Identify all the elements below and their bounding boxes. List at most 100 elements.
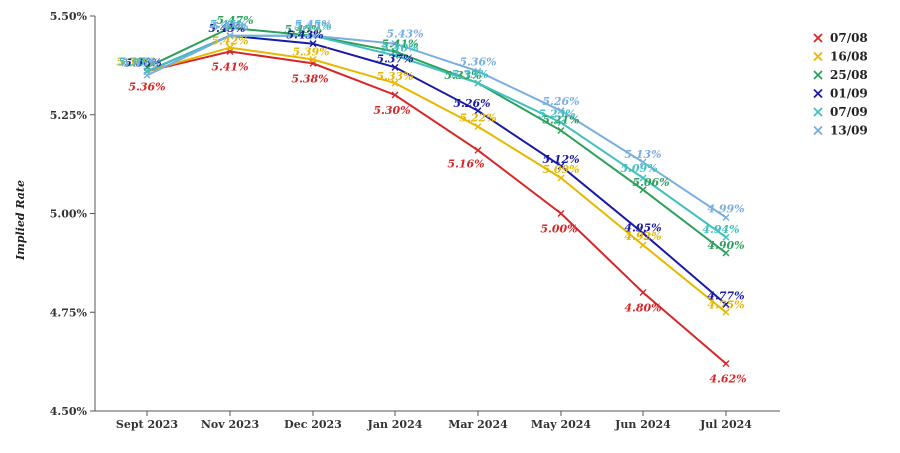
data-label: 5.12% [542,153,579,166]
series-lines [143,24,730,368]
data-point [474,107,482,115]
data-point [722,360,730,368]
legend-entry: 25/08 [813,68,868,82]
series-line-16-08 [146,46,727,314]
legend-entry: 07/09 [813,105,868,119]
point-marker [722,300,730,308]
data-point [226,32,234,40]
legend-marker [813,125,823,136]
data-label: 5.22% [459,112,496,125]
data-labels: 5.36% 5.41% 5.38% 5.30% 5.16% 5.00% 4.80% 4.62%… [116,14,746,386]
data-label: 5.36% [459,55,496,68]
data-label: 4.95% [624,221,661,234]
point-marker [474,79,482,87]
data-point [391,63,399,71]
point-marker [474,123,482,131]
x-tick-label: Nov 2023 [201,418,259,431]
series-line-25-08 [146,26,727,254]
data-point [309,55,317,63]
data-label: 5.43% [386,28,423,41]
point-marker [722,249,730,257]
data-label: 4.62% [709,373,746,386]
data-point [639,174,647,182]
point-marker [722,213,730,221]
point-marker [639,186,647,194]
data-point [722,308,730,316]
data-label: 5.47% [216,14,253,27]
legend-marker [813,51,823,62]
data-point [639,241,647,249]
data-label: 5.42% [211,35,248,48]
series-line-01-09 [146,34,727,306]
data-point [722,213,730,221]
point-marker [557,127,565,135]
data-point [474,79,482,87]
point-marker [391,91,399,99]
data-label: 5.41% [381,38,418,51]
data-point [143,71,151,79]
data-label: 5.45% [294,18,331,31]
data-point [474,123,482,131]
data-label: 5.33% [376,70,413,83]
data-label: 5.39% [292,45,329,58]
data-label: 5.37% [376,52,413,65]
data-label: 5.36% [128,80,165,93]
data-label: 5.33% [444,69,481,82]
legend-label: 13/09 [830,124,868,138]
legend-marker [813,88,823,99]
data-point [474,146,482,154]
point-marker [143,71,151,79]
data-label: 4.80% [624,302,661,315]
data-label: 5.40% [381,42,418,55]
data-point [309,40,317,48]
data-label: 5.30% [373,104,410,117]
data-label: 5.45% [209,18,246,31]
x-tick-label: Jul 2024 [699,418,752,431]
point-marker [391,40,399,48]
legend-entry: 07/08 [813,31,868,45]
data-point [391,91,399,99]
y-tick-label: 5.50% [50,10,88,23]
legend: 07/08 16/08 25/08 01/09 07/09 13/09 [813,31,868,138]
data-point [557,162,565,170]
data-point [309,32,317,40]
point-marker [309,40,317,48]
legend-marker [813,107,823,117]
point-marker [722,308,730,316]
data-label: 5.26% [453,97,490,110]
data-point [722,300,730,308]
legend-label: 25/08 [830,68,868,82]
data-label: 5.36% [124,56,161,69]
data-label: 5.45% [208,22,245,35]
x-tick-label: May 2024 [531,418,591,431]
data-point [474,67,482,75]
series-line-13-09 [146,34,727,219]
data-label: 5.26% [542,95,579,108]
data-label: 4.90% [707,239,744,252]
data-label: 4.77% [707,289,744,302]
point-marker [639,289,647,296]
legend-marker [813,33,823,43]
legend-label: 01/09 [830,87,868,101]
legend-entry: 01/09 [813,87,868,101]
data-label: 5.00% [540,223,577,236]
legend-label: 07/08 [830,31,868,45]
point-marker [226,44,234,52]
x-tick-label: Jun 2024 [614,418,671,431]
data-label: 5.43% [286,29,323,42]
data-label: 5.16% [447,157,484,170]
data-label: 5.41% [211,61,248,74]
point-marker [391,79,399,87]
data-point [639,229,647,237]
point-marker [557,107,565,115]
data-label: 5.33% [451,68,488,81]
data-label: 5.36% [116,55,153,68]
data-label: 4.75% [707,298,744,311]
data-point [226,44,234,52]
data-label: 5.09% [542,163,579,176]
y-tick-label: 4.50% [50,405,88,418]
point-marker [722,233,730,241]
data-point [557,119,565,127]
x-tick-label: Mar 2024 [448,418,508,431]
